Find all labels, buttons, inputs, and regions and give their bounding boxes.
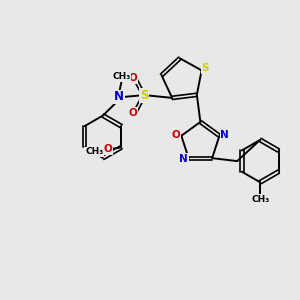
- Text: N: N: [114, 91, 124, 103]
- Text: CH₃: CH₃: [85, 147, 103, 156]
- Text: O: O: [172, 130, 180, 140]
- Text: S: S: [201, 63, 209, 73]
- Text: CH₃: CH₃: [251, 195, 269, 204]
- Text: O: O: [103, 144, 112, 154]
- Text: N: N: [220, 130, 229, 140]
- Text: S: S: [140, 89, 148, 102]
- Text: O: O: [129, 73, 137, 83]
- Text: N: N: [179, 154, 188, 164]
- Text: O: O: [129, 108, 137, 118]
- Text: CH₃: CH₃: [112, 72, 130, 81]
